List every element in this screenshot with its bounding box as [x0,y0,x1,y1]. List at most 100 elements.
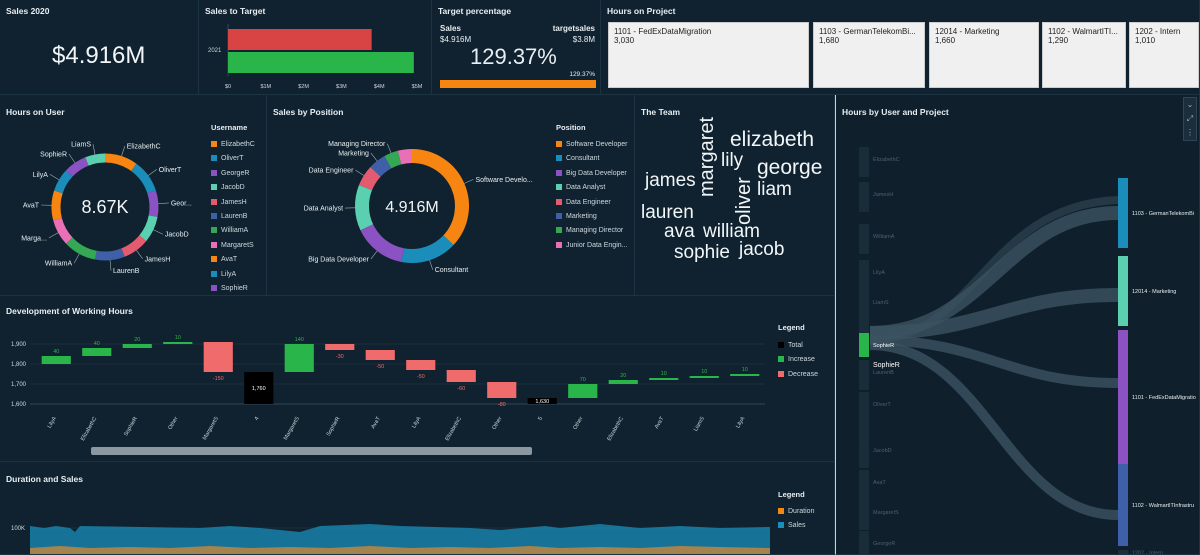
donut-slice[interactable] [85,153,106,166]
team-word[interactable]: george [757,156,823,179]
waterfall-bar[interactable] [163,342,193,344]
sankey-link[interactable] [869,288,1119,340]
hours-on-user-donut[interactable]: 8.67K ElizabethC OliverT Geor... JacobD Jame… [0,95,205,296]
legend-item[interactable]: ElizabethC [211,141,255,148]
team-word[interactable]: liam [757,179,792,200]
project-card[interactable]: 1103 - GermanTelekomBi... 1,680 [813,22,925,88]
legend-item[interactable]: Duration [778,508,814,515]
waterfall-bar[interactable] [203,342,233,372]
team-word[interactable]: james [645,170,696,191]
waterfall-bar[interactable] [730,374,760,376]
legend-item[interactable]: Data Engineer [556,198,611,206]
project-card[interactable]: 12014 - Marketing 1,660 [929,22,1039,88]
team-word[interactable]: margaret [696,116,718,197]
legend-item[interactable]: Software Developer [556,141,627,148]
donut-slice[interactable] [53,217,73,244]
donut-slice[interactable] [359,166,381,191]
sankey-source-node[interactable] [859,500,869,530]
sankey-source-node[interactable] [859,224,869,254]
legend-item[interactable]: Junior Data Engin... [556,241,627,249]
waterfall-bar[interactable] [244,372,274,404]
legend-item[interactable]: GeorgeR [211,169,249,177]
team-word[interactable]: william [703,221,760,242]
legend-item[interactable]: SophieR [211,285,248,292]
sales-2020-panel[interactable]: Sales 2020 $4.916M [0,0,199,95]
donut-slice[interactable] [94,248,125,261]
sankey-target-node[interactable] [1118,178,1128,248]
sales-by-position-donut[interactable]: 4.916M Software Develo... Consultant Big D… [267,95,552,296]
sales-bar[interactable] [228,52,414,73]
sankey-link[interactable] [869,196,1119,344]
legend-item[interactable]: LaurenB [211,213,247,220]
waterfall-bar[interactable] [41,356,71,364]
more-options-icon[interactable]: ⋮ [1186,128,1194,137]
waterfall-bar[interactable] [527,398,557,404]
team-word[interactable]: lauren [641,202,694,223]
waterfall-bar[interactable] [446,370,476,382]
donut-slice[interactable] [384,150,402,169]
legend-item[interactable]: Managing Director [556,227,623,234]
waterfall-bar[interactable] [568,384,598,398]
donut-slice[interactable] [66,157,89,177]
sankey-target-node[interactable] [1118,550,1128,555]
donut-slice[interactable] [397,149,413,165]
donut-slice[interactable] [370,156,392,177]
donut-slice[interactable] [121,235,147,257]
sankey-target-node[interactable] [1118,464,1128,546]
duration-sales-panel[interactable]: Duration and Sales 100K Legend Duration S… [0,462,835,555]
sankey-source-node-active[interactable] [859,333,869,357]
sankey-source-node[interactable] [859,470,869,500]
sales-by-position-panel[interactable]: Sales by Position 4.916M Software Develo… [267,95,635,296]
legend-item[interactable]: WilliamA [211,227,248,234]
team-panel[interactable]: The Team elizabeth margaret lily george … [635,95,835,296]
project-card[interactable]: 1202 - Intern 1,010 [1129,22,1199,88]
legend-item[interactable]: Marketing [556,213,597,220]
sankey-source-node[interactable] [859,531,869,555]
waterfall-bar[interactable] [689,376,719,378]
project-card[interactable]: 1101 - FedExDataMigration 3,030 [608,22,809,88]
donut-slice[interactable] [147,190,159,218]
legend-item[interactable]: AvaT [211,256,237,263]
expand-icon[interactable]: ⤢ [1186,114,1194,123]
sankey-target-node[interactable] [1118,256,1128,326]
sankey-source-node[interactable] [859,290,869,320]
legend-item[interactable]: Big Data Developer [556,169,627,177]
chevron-down-icon[interactable]: ⌄ [1186,100,1194,109]
legend-item[interactable]: Increase [778,356,815,363]
waterfall-bar[interactable] [487,382,517,398]
waterfall-bar[interactable] [82,348,112,356]
legend-item[interactable]: Total [778,342,803,349]
donut-slice[interactable] [411,149,469,246]
legend-item[interactable]: LilyA [211,270,236,278]
waterfall-bar[interactable] [325,344,355,350]
hours-on-project-panel[interactable]: Hours on Project 1101 - FedExDataMigrati… [601,0,1200,95]
legend-item[interactable]: JacobD [211,184,245,191]
legend-item[interactable]: Decrease [778,370,818,378]
team-word[interactable]: lily [721,150,744,171]
working-hours-waterfall[interactable]: 1,600 1,700 1,800 1,900 40 LilyA 40 ElizabethC 2… [0,296,770,462]
legend-item[interactable]: Data Analyst [556,184,605,191]
team-word[interactable]: ava [664,221,695,242]
duration-sales-area-chart[interactable]: 100K [0,462,770,555]
hours-on-user-panel[interactable]: Hours on User 8.67K ElizabethC OliverT Geo… [0,95,267,296]
sales-to-target-chart[interactable]: 2021 $0 $1M $2M $3M $4M $5M [199,0,432,95]
waterfall-bar[interactable] [284,344,314,372]
donut-slice[interactable] [66,237,97,260]
donut-slice[interactable] [139,215,158,242]
donut-slice[interactable] [401,235,454,263]
donut-slice[interactable] [51,190,63,221]
legend-item[interactable]: MargaretS [211,241,254,249]
sankey-source-node[interactable] [859,360,869,390]
sankey-target-node[interactable] [1118,330,1128,464]
sankey-source-node[interactable] [859,147,869,177]
donut-slice[interactable] [360,223,405,262]
sankey-link[interactable] [869,340,1119,520]
hours-by-user-project-panel[interactable]: Hours by User and Project ⌄ ⤢ ⋮ Elizabet… [835,95,1200,555]
donut-slice[interactable] [355,185,374,231]
donut-slice[interactable] [130,163,156,194]
project-card[interactable]: 1102 - WalmartITI... 1,290 [1042,22,1126,88]
sankey-source-node[interactable] [859,392,869,422]
legend-item[interactable]: Consultant [556,155,599,162]
donut-slice[interactable] [104,153,137,172]
legend-item[interactable]: JamesH [211,198,247,206]
